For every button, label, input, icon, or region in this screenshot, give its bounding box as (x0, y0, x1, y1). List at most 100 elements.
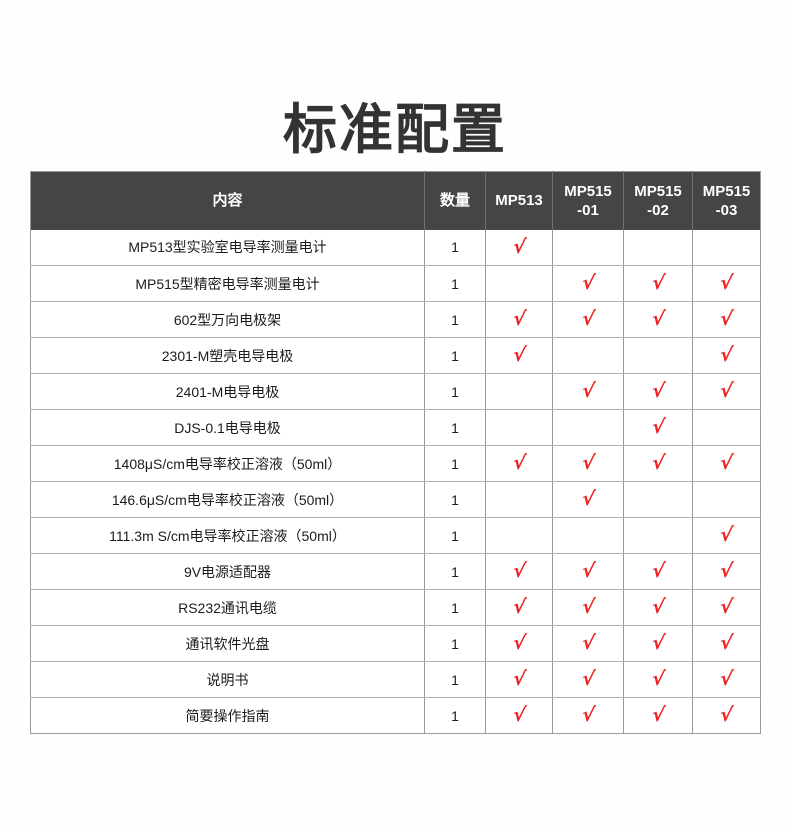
column-header-mp513: MP513 (485, 171, 553, 230)
row-mark-mp515-01 (552, 409, 624, 446)
row-mark-mp513: √ (485, 445, 553, 482)
table-row: 2401-M电导电极 1 √ √ √ (30, 373, 761, 410)
table-row: 说明书 1 √ √ √ √ (30, 661, 761, 698)
check-icon: √ (511, 452, 527, 474)
row-mark-mp515-02: √ (623, 589, 693, 626)
column-header-mp515-03-suffix: -03 (715, 201, 738, 219)
row-mark-mp515-01: √ (552, 625, 624, 662)
row-mark-mp515-02: √ (623, 373, 693, 410)
table-row: 2301-M塑壳电导电极 1 √ √ (30, 337, 761, 374)
check-icon: √ (580, 632, 596, 654)
check-icon: √ (580, 668, 596, 690)
check-icon: √ (718, 272, 735, 294)
row-mark-mp515-02: √ (623, 301, 693, 338)
column-header-mp515-03-label: MP515 (702, 182, 751, 200)
check-icon: √ (718, 380, 735, 402)
row-item-name: 111.3m S/cm电导率校正溶液（50ml） (30, 517, 425, 554)
check-icon: √ (511, 668, 527, 690)
column-header-mp515-01-label: MP515 (564, 182, 612, 200)
row-mark-mp515-01 (552, 229, 624, 266)
row-item-quantity: 1 (424, 481, 486, 518)
table-row: 146.6μS/cm电导率校正溶液（50ml） 1 √ (30, 481, 761, 518)
table-row: DJS-0.1电导电极 1 √ (30, 409, 761, 446)
row-item-quantity: 1 (424, 229, 486, 266)
table-body: MP513型实验室电导率测量电计 1 √ MP515型精密电导率测量电计 1 √ √ √ 602… (30, 229, 761, 734)
check-icon: √ (650, 668, 666, 690)
row-mark-mp515-02: √ (623, 265, 693, 302)
page-title: 标准配置 (283, 98, 507, 162)
row-mark-mp513: √ (485, 589, 553, 626)
row-mark-mp513 (485, 481, 553, 518)
row-mark-mp515-01 (552, 517, 624, 554)
row-item-name: 简要操作指南 (30, 697, 425, 734)
check-icon: √ (511, 344, 527, 366)
column-header-quantity: 数量 (424, 171, 486, 230)
check-icon: √ (650, 272, 666, 294)
check-icon: √ (580, 452, 596, 474)
row-item-quantity: 1 (424, 589, 486, 626)
row-mark-mp513: √ (485, 625, 553, 662)
check-icon: √ (650, 632, 666, 654)
column-header-content: 内容 (30, 171, 425, 230)
table-row: RS232通讯电缆 1 √ √ √ √ (30, 589, 761, 626)
row-item-name: 1408μS/cm电导率校正溶液（50ml） (30, 445, 425, 482)
standard-configuration-table: 内容 数量 MP513 MP515 -01 MP515 -02 (30, 171, 761, 734)
check-icon: √ (650, 380, 666, 402)
row-mark-mp515-03: √ (692, 445, 761, 482)
row-item-name: 说明书 (30, 661, 425, 698)
table-header-row: 内容 数量 MP513 MP515 -01 MP515 -02 (30, 171, 761, 230)
check-icon: √ (511, 704, 527, 726)
row-mark-mp515-03: √ (692, 337, 761, 374)
row-mark-mp513 (485, 517, 553, 554)
row-mark-mp515-02 (623, 229, 693, 266)
row-item-name: 2401-M电导电极 (30, 373, 425, 410)
check-icon: √ (718, 344, 735, 366)
row-item-name: 146.6μS/cm电导率校正溶液（50ml） (30, 481, 425, 518)
row-mark-mp515-03: √ (692, 517, 761, 554)
row-mark-mp515-01: √ (552, 697, 624, 734)
table-row: 9V电源适配器 1 √ √ √ √ (30, 553, 761, 590)
check-icon: √ (718, 668, 735, 690)
row-item-name: 602型万向电极架 (30, 301, 425, 338)
table-header: 内容 数量 MP513 MP515 -01 MP515 -02 (30, 171, 761, 230)
row-mark-mp515-03: √ (692, 553, 761, 590)
row-mark-mp515-03: √ (692, 265, 761, 302)
check-icon: √ (650, 308, 666, 330)
check-icon: √ (718, 632, 735, 654)
row-item-name: 9V电源适配器 (30, 553, 425, 590)
check-icon: √ (650, 416, 666, 438)
column-header-mp515-02-suffix: -02 (647, 201, 669, 219)
table-row: MP515型精密电导率测量电计 1 √ √ √ (30, 265, 761, 302)
row-mark-mp513: √ (485, 553, 553, 590)
row-item-name: RS232通讯电缆 (30, 589, 425, 626)
column-header-mp515-03: MP515 -03 (692, 171, 761, 230)
row-item-name: 通讯软件光盘 (30, 625, 425, 662)
row-item-quantity: 1 (424, 517, 486, 554)
row-mark-mp515-01: √ (552, 373, 624, 410)
row-mark-mp515-02 (623, 481, 693, 518)
check-icon: √ (580, 560, 596, 582)
row-mark-mp513: √ (485, 337, 553, 374)
check-icon: √ (511, 632, 527, 654)
column-header-mp515-02: MP515 -02 (623, 171, 693, 230)
row-item-quantity: 1 (424, 445, 486, 482)
row-mark-mp513: √ (485, 301, 553, 338)
check-icon: √ (650, 704, 666, 726)
row-mark-mp515-02: √ (623, 625, 693, 662)
check-icon: √ (650, 452, 666, 474)
table-row: 111.3m S/cm电导率校正溶液（50ml） 1 √ (30, 517, 761, 554)
row-item-quantity: 1 (424, 409, 486, 446)
row-mark-mp513 (485, 373, 553, 410)
column-header-mp515-01-suffix: -01 (577, 201, 599, 219)
check-icon: √ (718, 560, 735, 582)
row-mark-mp513: √ (485, 229, 553, 266)
check-icon: √ (650, 560, 666, 582)
check-icon: √ (650, 596, 666, 618)
row-mark-mp515-01: √ (552, 661, 624, 698)
check-icon: √ (580, 308, 596, 330)
check-icon: √ (511, 308, 527, 330)
check-icon: √ (580, 488, 596, 510)
row-mark-mp515-01: √ (552, 553, 624, 590)
row-mark-mp515-01: √ (552, 589, 624, 626)
row-mark-mp515-01: √ (552, 445, 624, 482)
